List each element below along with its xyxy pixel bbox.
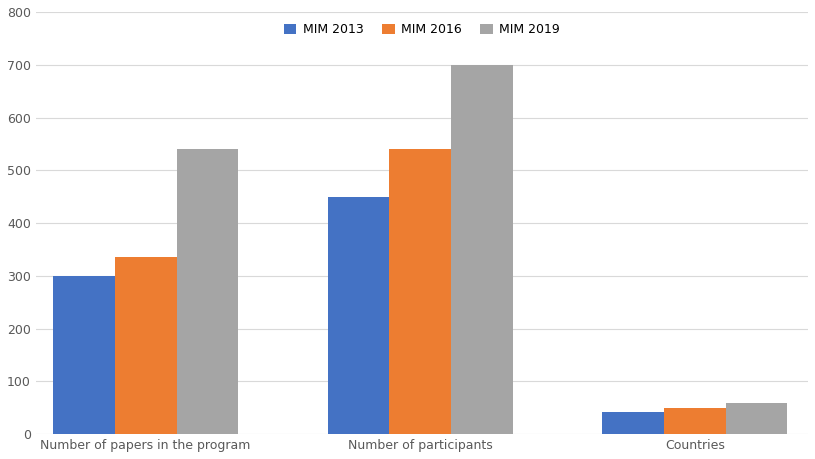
Bar xyxy=(177,149,238,434)
Bar xyxy=(328,196,390,434)
Bar xyxy=(452,65,513,434)
Bar xyxy=(115,257,177,434)
Bar xyxy=(602,412,664,434)
Legend: MIM 2013, MIM 2016, MIM 2019: MIM 2013, MIM 2016, MIM 2019 xyxy=(279,18,565,41)
Bar xyxy=(53,276,115,434)
Bar xyxy=(390,149,452,434)
Bar xyxy=(664,408,725,434)
Bar xyxy=(725,403,787,434)
